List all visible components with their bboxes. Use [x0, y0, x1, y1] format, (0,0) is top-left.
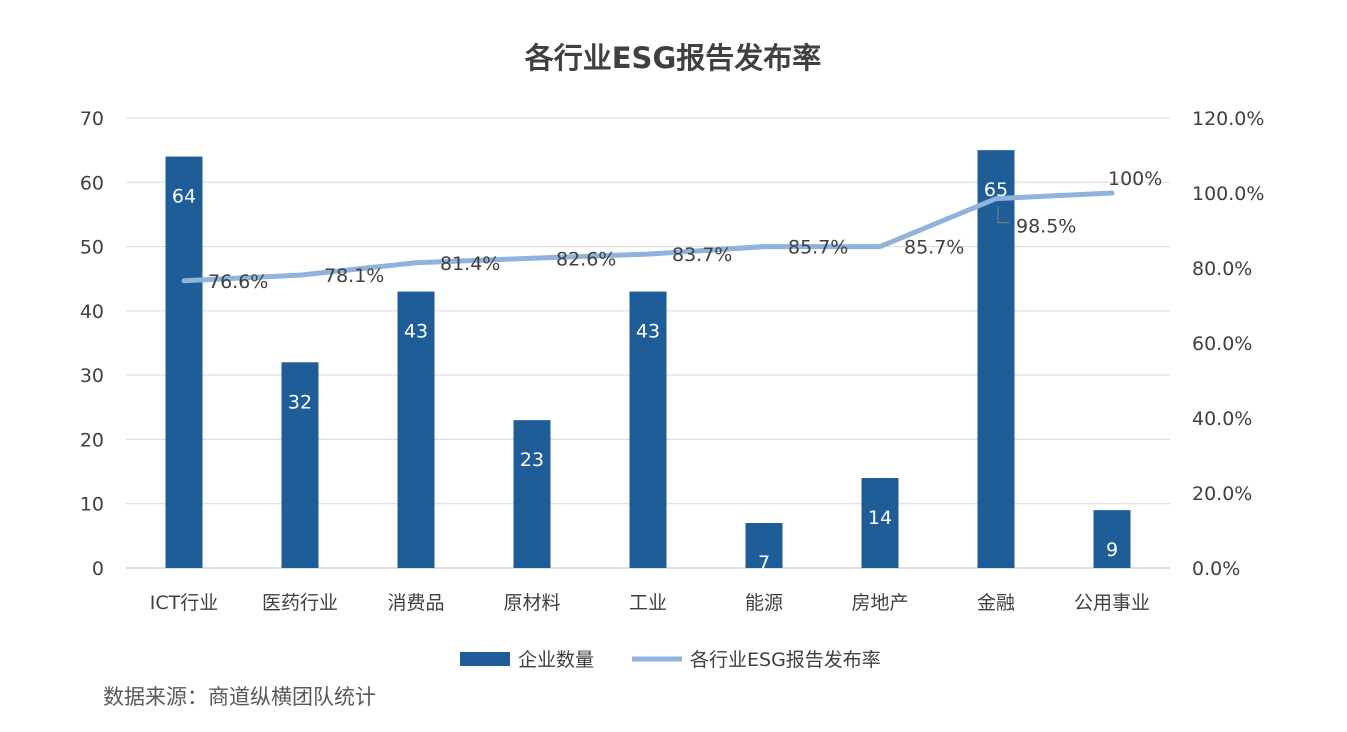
bars: 64 32 43 23 43 7 14 65 9 — [165, 150, 1131, 574]
category-label: 医药行业 — [262, 592, 338, 614]
left-tick-label: 20 — [80, 429, 104, 451]
chart-title: 各行业ESG报告发布率 — [524, 41, 822, 75]
bar-value-label: 32 — [288, 391, 312, 413]
label-leader-line — [997, 206, 1010, 224]
rate-value-label: 85.7% — [904, 237, 964, 259]
left-axis: 0 10 20 30 40 50 60 70 — [80, 108, 104, 580]
rate-value-label: 81.4% — [440, 253, 500, 275]
source-note: 数据来源：商道纵横团队统计 — [103, 685, 376, 709]
left-tick-label: 40 — [80, 301, 104, 323]
category-label: 消费品 — [387, 592, 444, 614]
bar-value-label: 14 — [868, 507, 892, 529]
right-tick-label: 0.0% — [1192, 558, 1240, 580]
rate-value-label: 76.6% — [208, 271, 268, 293]
category-label: 公用事业 — [1074, 592, 1150, 614]
rate-value-label: 83.7% — [672, 244, 732, 266]
right-tick-label: 40.0% — [1192, 408, 1252, 430]
rate-value-label: 98.5% — [1016, 216, 1076, 238]
category-label: 原材料 — [503, 592, 560, 614]
bar — [281, 362, 319, 568]
category-label: ICT行业 — [150, 592, 218, 614]
rate-value-label: 100% — [1108, 168, 1162, 190]
bar-value-label: 23 — [520, 449, 544, 471]
bar-value-label: 65 — [984, 179, 1008, 201]
bar-value-label: 64 — [172, 186, 196, 208]
bar — [165, 156, 203, 569]
left-tick-label: 60 — [80, 172, 104, 194]
rate-value-label: 82.6% — [556, 248, 616, 270]
bar-value-label: 9 — [1106, 539, 1118, 561]
category-label: 能源 — [745, 592, 783, 614]
left-tick-label: 30 — [80, 365, 104, 387]
rate-line-path — [181, 190, 1115, 284]
left-tick-label: 70 — [80, 108, 104, 130]
right-tick-label: 80.0% — [1192, 258, 1252, 280]
bar — [513, 420, 551, 568]
bar — [977, 150, 1015, 568]
rate-value-label: 78.1% — [324, 265, 384, 287]
legend-line-label: 各行业ESG报告发布率 — [690, 649, 881, 671]
bar-value-label: 7 — [758, 552, 770, 574]
bar — [1093, 510, 1131, 568]
legend-bar-swatch — [460, 652, 510, 666]
bar-value-label: 43 — [636, 321, 660, 343]
left-tick-label: 0 — [92, 558, 104, 580]
left-tick-label: 10 — [80, 494, 104, 516]
right-axis: 0.0% 20.0% 40.0% 60.0% 80.0% 100.0% 120.0% — [1192, 108, 1264, 580]
right-tick-label: 20.0% — [1192, 483, 1252, 505]
category-label: 金融 — [977, 592, 1015, 614]
bar — [861, 478, 899, 568]
bar — [745, 523, 783, 568]
bar-value-label: 43 — [404, 321, 428, 343]
category-labels: ICT行业 医药行业 消费品 原材料 工业 能源 房地产 金融 公用事业 — [150, 592, 1150, 614]
right-tick-label: 100.0% — [1192, 183, 1264, 205]
legend-bar-label: 企业数量 — [518, 649, 594, 671]
right-tick-label: 120.0% — [1192, 108, 1264, 130]
bar — [629, 291, 667, 568]
bar — [397, 291, 435, 568]
legend: 企业数量 各行业ESG报告发布率 — [460, 649, 881, 671]
category-label: 房地产 — [851, 592, 908, 614]
left-tick-label: 50 — [80, 237, 104, 259]
right-tick-label: 60.0% — [1192, 333, 1252, 355]
rate-line: 76.6% 78.1% 81.4% 82.6% 83.7% 85.7% 85.7% 98.5%… — [181, 168, 1162, 293]
rate-value-label: 85.7% — [788, 237, 848, 259]
category-label: 工业 — [629, 592, 667, 614]
